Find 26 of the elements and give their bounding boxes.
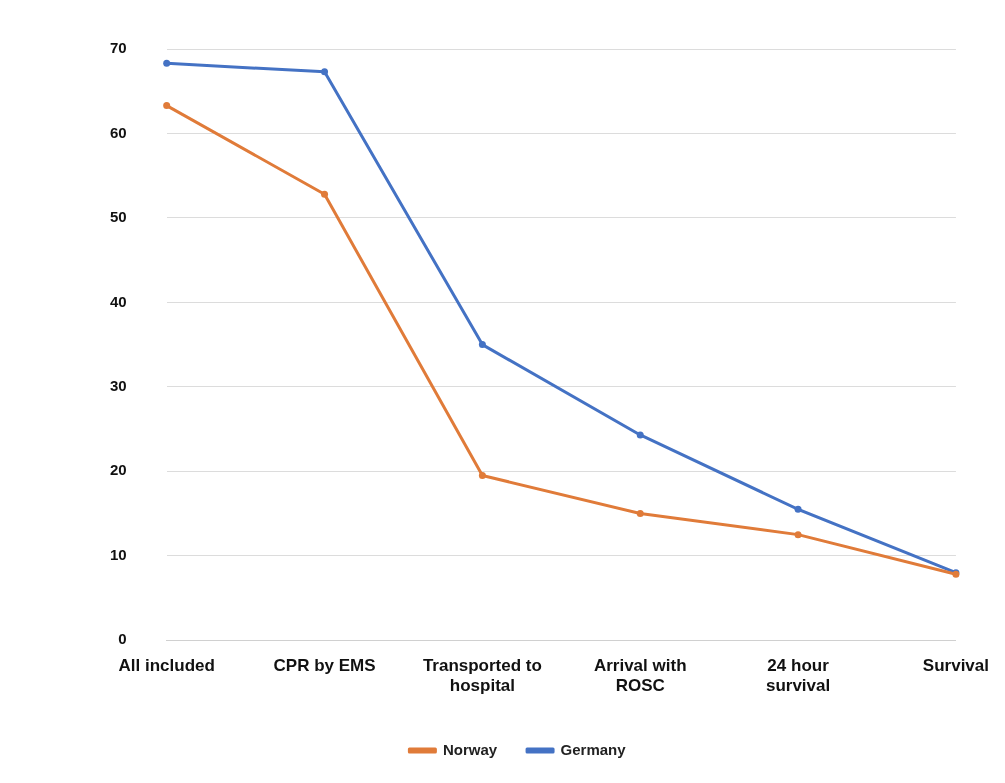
point bbox=[321, 190, 329, 198]
point bbox=[163, 102, 171, 110]
x-tick-label: Arrival with ROSC bbox=[593, 656, 687, 696]
point bbox=[636, 510, 644, 518]
y-tick-label: 20 bbox=[110, 461, 127, 479]
y-tick-label: 40 bbox=[110, 292, 127, 310]
x-tick-label: All included bbox=[118, 656, 215, 676]
point bbox=[636, 431, 644, 439]
y-tick-label: 50 bbox=[110, 208, 127, 226]
point bbox=[478, 472, 486, 480]
x-tick-label: Survival bbox=[922, 656, 989, 676]
point bbox=[478, 341, 486, 349]
y-tick-label: 60 bbox=[110, 123, 127, 141]
y-tick-label: 70 bbox=[110, 39, 127, 57]
y-tick-label: 10 bbox=[110, 545, 127, 563]
point bbox=[794, 531, 802, 539]
point bbox=[163, 59, 171, 67]
point bbox=[794, 505, 802, 513]
legend-label: Norway bbox=[442, 740, 498, 758]
legend-label: Germany bbox=[560, 740, 627, 758]
y-tick-label: 30 bbox=[110, 376, 127, 394]
point bbox=[321, 68, 329, 76]
y-tick-label: 0 bbox=[118, 630, 127, 648]
x-tick-label: 24 hour survival bbox=[765, 656, 831, 696]
x-tick-label: CPR by EMS bbox=[273, 656, 376, 676]
x-tick-label: Transported to hospital bbox=[422, 656, 542, 696]
